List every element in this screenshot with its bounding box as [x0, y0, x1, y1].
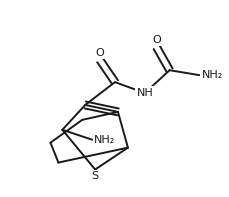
Text: NH: NH	[136, 88, 153, 98]
Text: O: O	[95, 48, 104, 58]
Text: O: O	[152, 35, 160, 45]
Text: NH₂: NH₂	[94, 135, 115, 145]
Text: S: S	[91, 171, 98, 181]
Text: NH₂: NH₂	[201, 70, 222, 80]
